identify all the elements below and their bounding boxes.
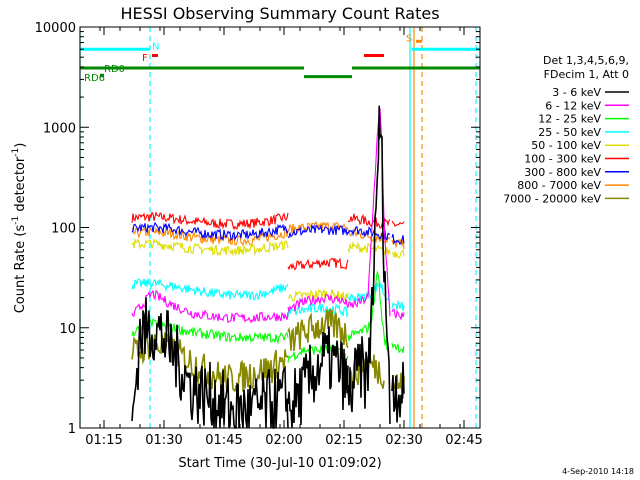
- legend-entry-label: 100 - 300 keV: [524, 153, 601, 166]
- series-line: [391, 220, 405, 227]
- legend-entry-label: 300 - 800 keV: [524, 166, 601, 179]
- footer-timestamp: 4-Sep-2010 14:18: [562, 467, 634, 476]
- series-line: [391, 361, 405, 423]
- series-line: [391, 233, 405, 246]
- legend: Det 1,3,4,5,6,9, FDecim 1, Att 0 3 - 6 k…: [503, 54, 629, 205]
- series-line: [287, 257, 349, 271]
- y-tick-label: 1000: [43, 121, 76, 136]
- series-line: [391, 342, 405, 354]
- y-axis-label-end: ): [13, 143, 28, 148]
- x-axis-label: Start Time (30-Jul-10 01:09:02): [178, 456, 381, 471]
- flag-label: RD0: [104, 64, 125, 75]
- chart-title: HESSI Observing Summary Count Rates: [120, 4, 439, 23]
- series-line: [287, 293, 349, 312]
- x-tick-label: 01:15: [85, 433, 122, 448]
- y-axis-label: Count Rate (s-1 detector-1): [11, 143, 28, 314]
- flag-label: RD6: [84, 73, 105, 84]
- flag-label: S: [406, 33, 412, 44]
- y-tick-label: 10: [59, 322, 76, 337]
- series-line: [287, 223, 349, 239]
- axes: 01:15 01:30 01:45 02:00 02:15 02:30 02:45 1 10 10…: [35, 21, 483, 448]
- legend-entry-label: 25 - 50 keV: [538, 126, 601, 139]
- series-line: [287, 288, 349, 302]
- series-line: [131, 289, 289, 324]
- series-line: [347, 108, 391, 317]
- y-tick-label: 1: [68, 422, 76, 437]
- series-line: [391, 308, 405, 321]
- x-tick-label: 02:15: [325, 433, 362, 448]
- series-line: [347, 105, 391, 425]
- series-line: [131, 211, 289, 231]
- y-axis-label-sup2: -1: [11, 148, 21, 157]
- x-tick-label: 02:30: [385, 433, 422, 448]
- legend-entry-label: 3 - 6 keV: [552, 86, 601, 99]
- series-line: [347, 270, 389, 351]
- y-axis-label-mid: detector: [13, 156, 28, 216]
- series-line: [287, 326, 349, 429]
- x-tick-label: 01:45: [205, 433, 242, 448]
- series-line: [287, 302, 349, 318]
- series-line: [131, 297, 289, 429]
- y-axis-label-sup1: -1: [11, 216, 21, 225]
- legend-entry-label: 12 - 25 keV: [538, 113, 601, 126]
- y-axis-label-main: Count Rate (s: [13, 225, 28, 314]
- series-line: [131, 278, 289, 302]
- x-tick-label: 01:30: [145, 433, 182, 448]
- flag-label: N: [152, 41, 159, 52]
- legend-entry-label: 7000 - 20000 keV: [503, 192, 601, 205]
- legend-entry-label: 50 - 100 keV: [531, 139, 601, 152]
- x-tick-label: 02:00: [265, 433, 302, 448]
- series-line: [287, 307, 349, 352]
- flag-label: F: [142, 53, 148, 64]
- legend-header-line-2: FDecim 1, Att 0: [544, 68, 629, 81]
- legend-entry-label: 800 - 7000 keV: [517, 179, 601, 192]
- legend-entry-label: 6 - 12 keV: [545, 99, 601, 112]
- series-line: [347, 281, 391, 303]
- legend-header-line-1: Det 1,3,4,5,6,9,: [543, 54, 629, 67]
- series-line: [131, 221, 289, 242]
- x-tick-label: 02:45: [445, 433, 482, 448]
- y-tick-label: 10000: [35, 21, 76, 36]
- series-line: [131, 237, 289, 257]
- series-line: [391, 300, 405, 312]
- series-line: [391, 248, 405, 259]
- y-tick-label: 100: [51, 222, 76, 237]
